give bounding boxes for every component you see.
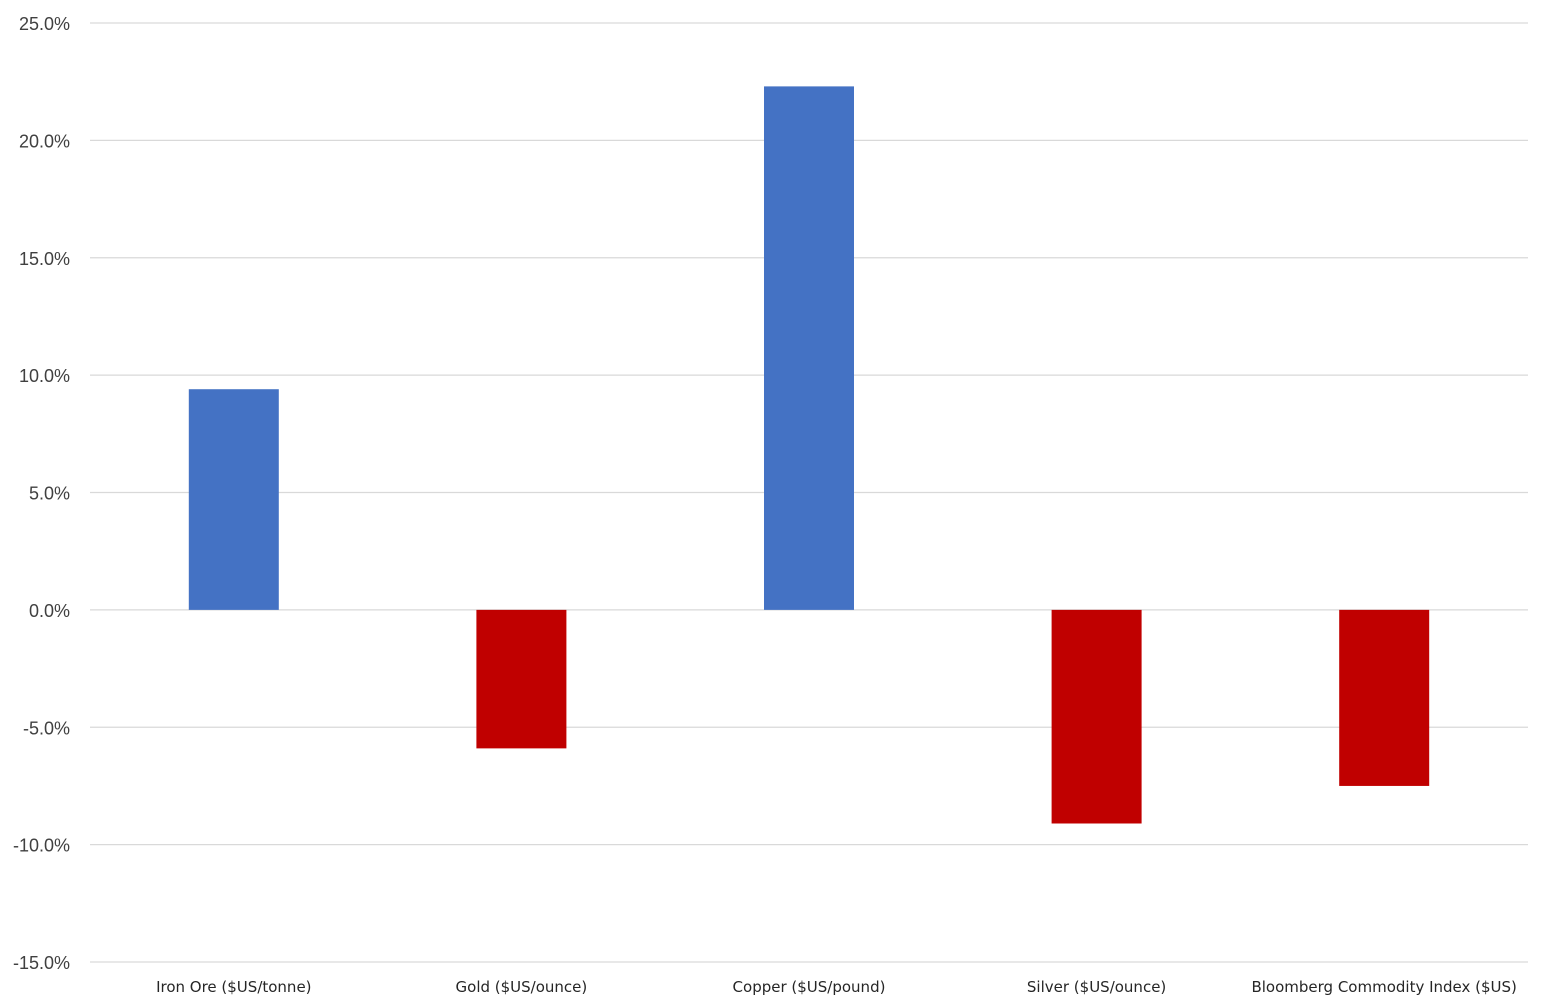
y-tick-label: 25.0% <box>19 14 70 34</box>
y-tick-label: 20.0% <box>19 131 70 151</box>
y-tick-label: -15.0% <box>13 953 70 973</box>
y-tick-label: 10.0% <box>19 366 70 386</box>
bar <box>764 86 854 610</box>
x-category-label: Iron Ore ($US/tonne) <box>156 978 311 996</box>
y-tick-label: 5.0% <box>29 484 70 504</box>
y-tick-label: 0.0% <box>29 601 70 621</box>
x-category-label: Gold ($US/ounce) <box>456 978 588 996</box>
y-tick-label: -5.0% <box>23 718 70 738</box>
bar <box>476 609 567 749</box>
x-axis-category-labels: Iron Ore ($US/tonne) Gold ($US/ounce) Copp… <box>156 978 1517 996</box>
x-category-label: Copper ($US/pound) <box>733 978 886 996</box>
y-axis-tick-labels: 25.0% 20.0% 15.0% 10.0% 5.0% 0.0% -5.0% -10.0% -… <box>13 14 70 973</box>
y-tick-label: -10.0% <box>13 836 70 856</box>
bar <box>1339 609 1430 786</box>
bars <box>188 86 1430 824</box>
bar <box>1051 609 1142 824</box>
x-category-label: Silver ($US/ounce) <box>1027 978 1166 996</box>
bar <box>188 389 279 610</box>
x-category-label: Bloomberg Commodity Index ($US) <box>1251 978 1516 996</box>
y-tick-label: 15.0% <box>19 249 70 269</box>
